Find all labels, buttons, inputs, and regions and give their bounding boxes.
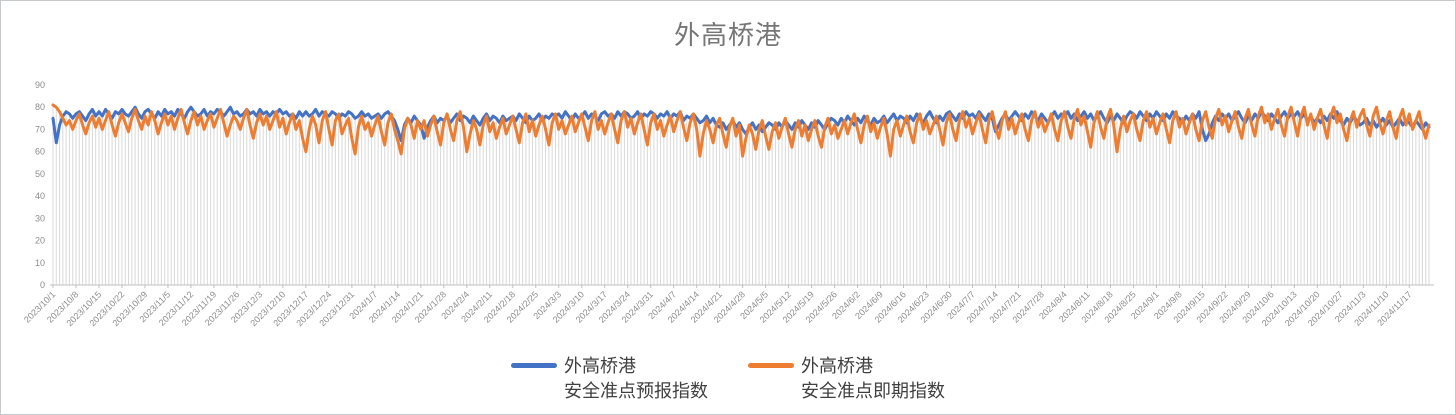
legend: 外高桥港 安全准点预报指数 外高桥港 安全准点即期指数 <box>1 354 1455 404</box>
legend-label-line1: 外高桥港 <box>564 356 636 376</box>
x-axis-ticks <box>52 285 1410 288</box>
legend-item-forecast: 外高桥港 安全准点预报指数 <box>511 354 708 404</box>
y-tick-label: 10 <box>35 258 45 268</box>
series2-line-swatch <box>748 363 794 368</box>
legend-label-line1: 外高桥港 <box>801 356 873 376</box>
y-tick-label: 0 <box>40 280 45 290</box>
legend-item-spot: 外高桥港 安全准点即期指数 <box>748 354 945 404</box>
y-tick-label: 20 <box>35 236 45 246</box>
legend-label-line2: 安全准点即期指数 <box>801 381 945 401</box>
y-tick-label: 40 <box>35 191 45 201</box>
y-tick-label: 70 <box>35 124 45 134</box>
y-tick-label: 80 <box>35 102 45 112</box>
x-axis-labels: 2023/10/12023/10/82023/10/152023/10/2220… <box>22 289 1414 328</box>
series1-line-swatch <box>511 363 557 368</box>
y-axis-labels: 0 10 20 30 40 50 60 70 80 90 <box>35 80 45 290</box>
y-tick-label: 50 <box>35 169 45 179</box>
y-tick-label: 30 <box>35 213 45 223</box>
series-line-2 <box>51 103 1431 158</box>
drop-lines <box>52 105 1430 285</box>
legend-label-spot: 外高桥港 安全准点即期指数 <box>801 354 945 404</box>
legend-label-line2: 安全准点预报指数 <box>564 381 708 401</box>
y-tick-label: 60 <box>35 147 45 157</box>
chart-title: 外高桥港 <box>673 20 782 50</box>
legend-label-forecast: 外高桥港 安全准点预报指数 <box>564 354 708 404</box>
y-tick-label: 90 <box>35 80 45 90</box>
